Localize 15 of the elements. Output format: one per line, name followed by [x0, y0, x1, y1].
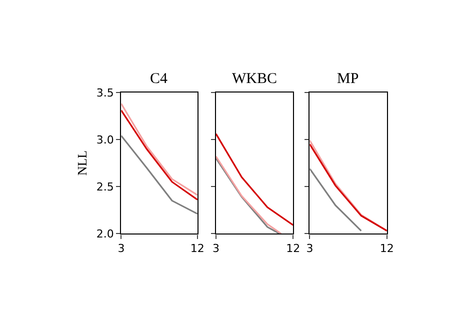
- x-tick-label: 12: [380, 242, 394, 255]
- y-tick-label: 3.0: [96, 133, 114, 146]
- x-tick-label: 3: [212, 242, 220, 255]
- y-tick-label: 2.5: [96, 180, 114, 194]
- x-tick-label: 3: [118, 242, 125, 255]
- chart-title: WKBC: [232, 71, 277, 87]
- line-series: [121, 134, 198, 215]
- x-tick-label: 12: [286, 242, 300, 255]
- x-tick-label: 3: [306, 242, 314, 255]
- x-tick-label: 12: [190, 242, 204, 255]
- y-tick-label: 3.5: [96, 86, 114, 100]
- y-tick-label: 2.0: [96, 227, 114, 240]
- chart-title: C4: [150, 71, 168, 87]
- chart-title: MP: [337, 71, 359, 87]
- y-axis-title: NLL: [74, 150, 90, 176]
